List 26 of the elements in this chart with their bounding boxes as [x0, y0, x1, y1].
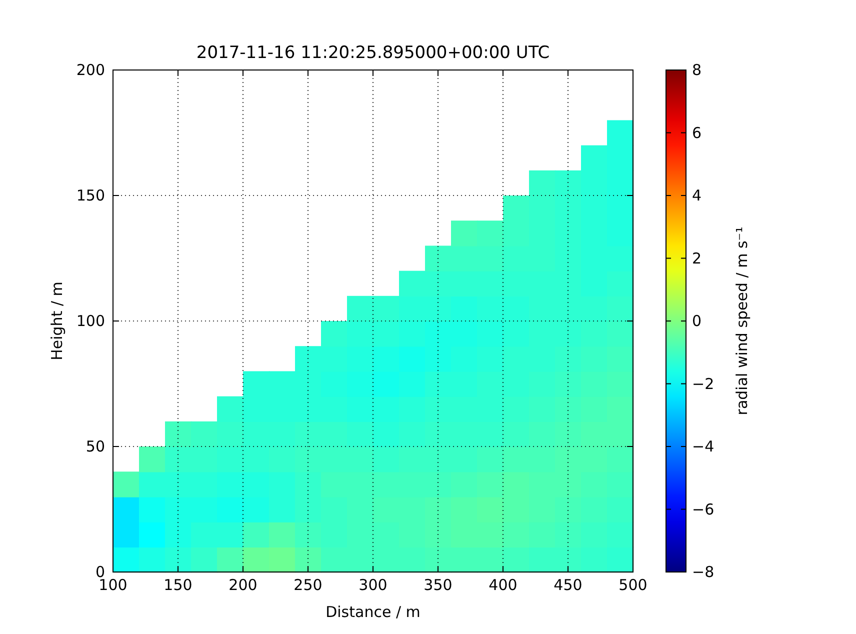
x-tick-label: 400	[488, 576, 518, 594]
y-axis-title: Height / m	[48, 282, 66, 360]
x-tick-label: 200	[228, 576, 258, 594]
y-tick-label: 200	[76, 61, 105, 79]
x-tick-label: 350	[424, 576, 452, 594]
color-bar-label: 0	[692, 312, 702, 330]
color-bar-label: −8	[692, 563, 714, 581]
x-tick-label: 150	[164, 576, 192, 594]
x-tick-label: 300	[358, 576, 388, 594]
x-tick-label: 250	[294, 576, 322, 594]
y-tick-label: 150	[76, 186, 105, 204]
x-tick-label: 100	[98, 576, 128, 594]
x-tick-label: 500	[618, 576, 648, 594]
color-bar-label: 4	[692, 186, 702, 204]
color-bar-label: −2	[692, 374, 714, 393]
x-axis-title: Distance / m	[326, 603, 420, 621]
x-tick-label: 450	[554, 576, 582, 594]
color-bar-label: 6	[692, 124, 702, 142]
color-bar-label: −6	[692, 500, 714, 518]
color-bar-label: −4	[692, 438, 714, 456]
y-tick-label: 50	[86, 438, 105, 456]
color-bar-label: 2	[692, 249, 702, 268]
color-bar-title: radial wind speed / m s⁻¹	[733, 226, 751, 416]
y-tick-label: 100	[76, 312, 105, 330]
chart-title: 2017-11-16 11:20:25.895000+00:00 UTC	[196, 43, 550, 63]
color-bar-label: 8	[692, 61, 702, 79]
